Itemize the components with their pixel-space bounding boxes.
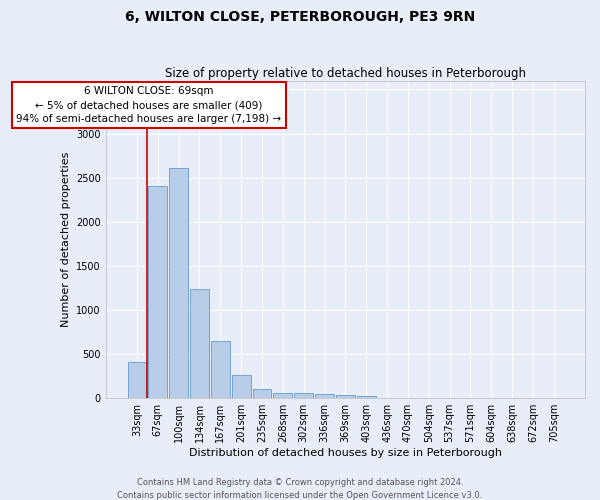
Bar [169, 168, 188, 398]
Bar [232, 375, 251, 398]
Bar [357, 396, 376, 398]
Title: Size of property relative to detached houses in Peterborough: Size of property relative to detached ho… [165, 66, 526, 80]
Bar [336, 395, 355, 398]
Bar [148, 186, 167, 398]
Bar [190, 290, 209, 398]
Text: Contains HM Land Registry data © Crown copyright and database right 2024.
Contai: Contains HM Land Registry data © Crown c… [118, 478, 482, 500]
Y-axis label: Number of detached properties: Number of detached properties [61, 152, 71, 327]
Bar [315, 394, 334, 398]
Text: 6, WILTON CLOSE, PETERBOROUGH, PE3 9RN: 6, WILTON CLOSE, PETERBOROUGH, PE3 9RN [125, 10, 475, 24]
Bar [211, 342, 230, 398]
Bar [128, 362, 146, 398]
Text: 6 WILTON CLOSE: 69sqm
← 5% of detached houses are smaller (409)
94% of semi-deta: 6 WILTON CLOSE: 69sqm ← 5% of detached h… [16, 86, 281, 124]
Bar [253, 389, 271, 398]
Bar [274, 393, 292, 398]
X-axis label: Distribution of detached houses by size in Peterborough: Distribution of detached houses by size … [189, 448, 502, 458]
Bar [295, 393, 313, 398]
